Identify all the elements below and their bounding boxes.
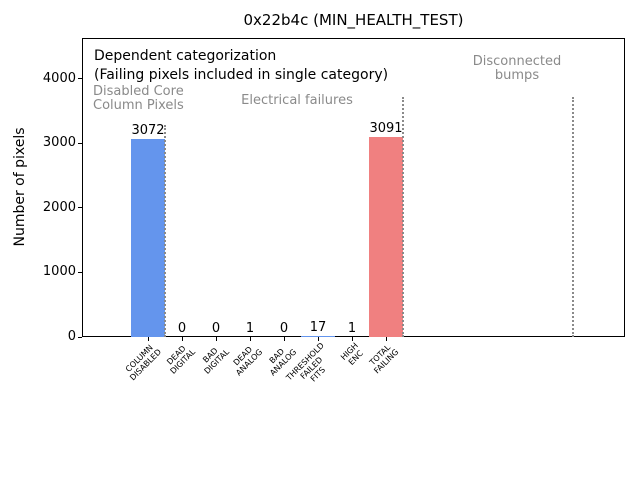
y-tick-mark [78,142,82,144]
annotation-line: Dependent categorization [94,48,277,64]
x-tick-label: TOTAL FAILING [368,342,401,376]
bar [369,137,403,337]
y-tick-label: 4000 [42,70,76,86]
x-tick-mark [284,337,285,341]
annotation-line: (Failing pixels included in single categ… [94,67,389,83]
bar-value-label: 1 [245,321,255,336]
region-label: Disabled Core Column Pixels [93,84,184,113]
y-tick-mark [78,207,82,209]
y-tick-mark [78,336,82,338]
chart-title: 0x22b4c (MIN_HEALTH_TEST) [243,11,464,29]
bar-value-label: 0 [279,321,289,336]
region-label: Electrical failures [241,93,353,108]
x-tick-mark [148,337,149,341]
plot-area [82,38,625,337]
y-tick-label: 0 [67,329,76,344]
region-label: Disconnected bumps [472,54,562,83]
x-tick-mark [182,337,183,341]
x-tick-mark [318,337,319,341]
region-separator-line [402,97,404,337]
bar-value-label: 17 [309,319,327,335]
x-tick-label: DEAD DIGITAL [164,343,197,376]
bar [301,335,335,337]
region-separator-line [572,97,574,337]
x-tick-mark [386,337,387,341]
bar-value-label: 1 [347,321,357,336]
x-tick-mark [250,337,251,341]
x-tick-mark [216,337,217,341]
x-tick-mark [352,337,353,341]
y-tick-label: 3000 [42,135,76,151]
x-tick-label: COLUMN DISABLED [123,343,163,383]
y-tick-mark [78,271,82,273]
y-tick-mark [78,78,82,80]
y-tick-label: 1000 [42,264,76,280]
x-tick-label: DEAD ANALOG [232,344,265,378]
bar-value-label: 3091 [369,121,403,137]
y-tick-label: 2000 [42,199,76,215]
y-axis-label: Number of pixels [12,127,28,247]
bar-value-label: 0 [211,321,221,336]
x-tick-label: HIGH ENC [339,341,366,367]
bar-value-label: 3072 [131,122,165,138]
region-separator-line [164,125,166,337]
x-tick-label: BAD DIGITAL [200,346,231,376]
bar-value-label: 0 [177,321,187,336]
bar [131,138,165,337]
